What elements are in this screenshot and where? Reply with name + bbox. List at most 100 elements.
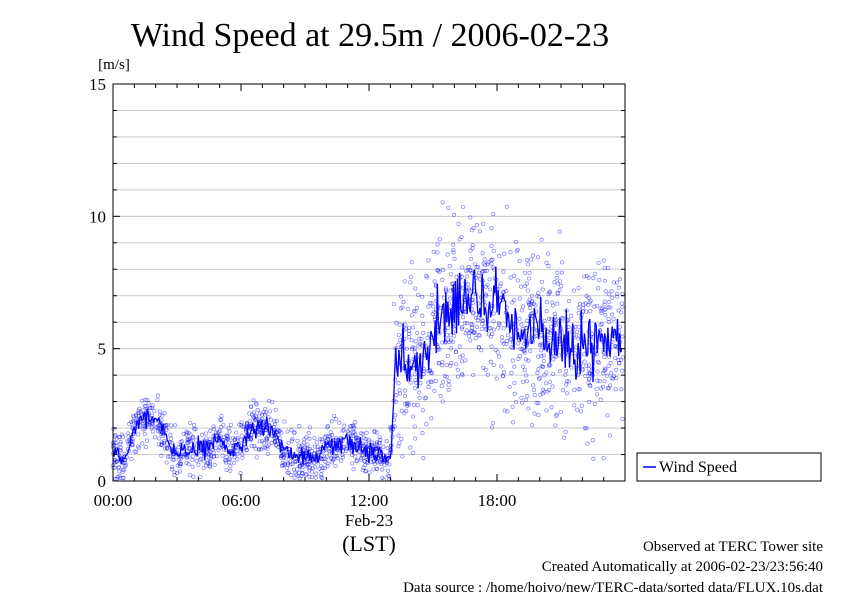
data-point: [409, 313, 414, 318]
series-line-segment: [290, 447, 293, 460]
data-point: [460, 324, 465, 330]
data-point: [509, 344, 514, 349]
data-point: [320, 439, 325, 444]
series-line-segment: [357, 445, 361, 450]
data-point: [512, 273, 517, 278]
series-line-segment: [419, 353, 422, 379]
data-point: [142, 403, 147, 408]
data-point: [605, 373, 610, 378]
data-point: [252, 444, 257, 449]
data-point: [329, 419, 334, 424]
data-point: [393, 399, 399, 404]
data-point: [481, 261, 486, 266]
data-point: [265, 451, 270, 456]
data-point: [120, 434, 126, 439]
data-point: [381, 444, 386, 449]
series-line-segment: [327, 441, 331, 447]
data-point: [134, 414, 139, 419]
data-point: [340, 428, 345, 433]
series-line-segment: [267, 422, 270, 433]
data-point: [359, 456, 364, 461]
data-point: [519, 308, 524, 313]
data-point: [489, 425, 495, 430]
data-point: [539, 333, 544, 338]
data-point: [559, 270, 565, 275]
series-line-segment: [525, 339, 528, 349]
series-line-segment: [375, 456, 379, 462]
data-point: [155, 393, 161, 398]
data-point: [137, 445, 142, 450]
series-line-segment: [152, 417, 156, 423]
data-point: [233, 445, 238, 450]
data-point: [577, 302, 583, 307]
data-point: [177, 461, 182, 466]
data-point: [437, 237, 442, 242]
data-point: [602, 302, 607, 307]
data-point: [510, 404, 515, 409]
data-point: [565, 379, 570, 384]
data-point: [562, 435, 567, 440]
data-point: [605, 413, 610, 418]
data-point: [261, 445, 266, 450]
data-point: [615, 280, 620, 285]
data-point: [241, 424, 247, 429]
data-point: [289, 428, 294, 433]
data-point: [208, 436, 213, 442]
data-point: [491, 311, 496, 316]
data-point: [402, 279, 407, 284]
data-point: [603, 312, 608, 317]
data-point: [497, 254, 502, 259]
series-line-segment: [140, 415, 143, 421]
series-line-segment: [232, 443, 236, 457]
data-point: [606, 354, 612, 360]
data-point: [548, 330, 553, 335]
data-point: [140, 441, 145, 446]
data-point: [247, 425, 252, 430]
series-line-segment: [429, 331, 432, 350]
data-point: [181, 452, 186, 457]
data-point: [572, 403, 577, 408]
data-point: [576, 311, 581, 316]
series-line-segment: [206, 441, 209, 447]
data-point: [404, 346, 409, 351]
data-point: [495, 350, 500, 355]
series-line-segment: [546, 347, 549, 352]
data-point: [398, 294, 404, 299]
data-point: [558, 410, 564, 415]
data-point: [468, 267, 473, 272]
data-point: [372, 461, 377, 467]
data-point: [536, 290, 541, 296]
data-point: [132, 449, 137, 454]
data-point: [514, 399, 519, 405]
series-line-segment: [513, 308, 516, 350]
data-point: [566, 379, 571, 384]
data-point: [443, 287, 448, 293]
data-point: [125, 431, 130, 436]
data-point: [142, 426, 147, 431]
data-point: [536, 367, 541, 372]
series-line-segment: [398, 350, 401, 361]
data-point: [162, 446, 168, 451]
data-point: [418, 381, 423, 386]
series-line-segment: [486, 309, 490, 333]
data-point: [586, 363, 591, 368]
data-point: [464, 321, 469, 326]
series-line-segment: [117, 449, 121, 462]
series-line-segment: [408, 365, 412, 382]
data-point: [618, 277, 623, 282]
data-point: [476, 273, 481, 278]
series-line-segment: [208, 442, 211, 451]
data-point: [288, 473, 293, 478]
data-point: [284, 456, 289, 461]
data-point: [255, 408, 260, 413]
data-point: [539, 348, 544, 353]
data-point: [620, 355, 625, 360]
data-point: [426, 332, 431, 337]
data-point: [185, 456, 190, 461]
data-point: [397, 322, 402, 327]
data-point: [270, 399, 275, 405]
data-point: [606, 316, 611, 321]
data-point: [223, 458, 228, 463]
data-point: [309, 474, 314, 479]
data-point: [544, 408, 549, 413]
